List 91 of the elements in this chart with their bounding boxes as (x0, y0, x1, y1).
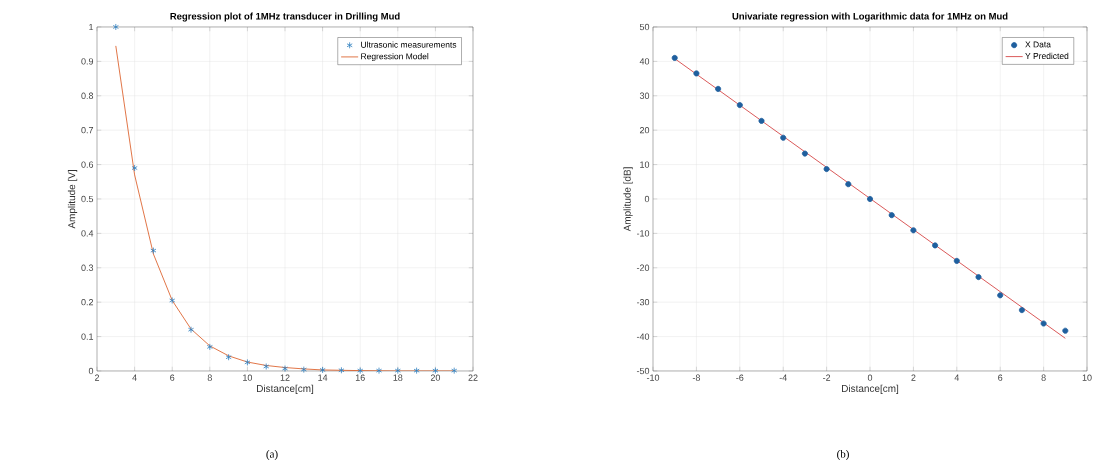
y-tick-label: 0.9 (81, 58, 94, 65)
y-tick-label: -50 (636, 367, 650, 375)
text: (b) (837, 450, 849, 460)
legend-label: Regression Model (361, 53, 429, 61)
y-tick-label: 20 (639, 127, 650, 134)
point (693, 70, 700, 77)
y-tick-label: 1 (89, 23, 94, 31)
point (1018, 307, 1025, 314)
y-tick-label: 0.2 (81, 299, 94, 306)
x-tick-label: 18 (393, 374, 403, 381)
point (263, 363, 270, 370)
x-tick-label: -4 (779, 374, 787, 381)
text: (a) (266, 450, 278, 460)
point (910, 227, 917, 234)
x-tick-label: 4 (954, 374, 960, 381)
point (975, 274, 982, 281)
point (932, 242, 939, 249)
x-tick-label: 8 (207, 374, 212, 381)
x-tick-label: 22 (468, 374, 478, 381)
y-axis-title: Amplitude [V] (67, 170, 78, 229)
point (1062, 327, 1069, 334)
y-tick-label: -40 (636, 333, 650, 340)
y-axis-title: Amplitude [dB] (623, 167, 633, 232)
point (150, 247, 157, 254)
y-tick-label: 0.8 (81, 92, 94, 99)
point (244, 358, 251, 366)
y-tick-label: 30 (639, 92, 650, 99)
y-tick-label: 0 (88, 367, 94, 375)
point (715, 85, 722, 92)
point (300, 366, 307, 374)
x-tick-label: -8 (692, 374, 700, 381)
point (1040, 320, 1047, 327)
y-tick-label: 50 (639, 23, 650, 31)
point (953, 257, 960, 264)
point (413, 367, 420, 375)
y-tick-label: 0.7 (81, 127, 94, 134)
x-tick-label: 6 (170, 374, 175, 381)
legend-label: X Data (1025, 41, 1051, 48)
x-tick-label: 16 (355, 374, 365, 381)
point (736, 102, 743, 109)
x-tick-label: 4 (132, 374, 137, 381)
x-tick-label: 10 (243, 374, 253, 381)
x-tick-label: -6 (736, 374, 744, 381)
y-tick-label: 10 (640, 161, 650, 168)
point (867, 195, 874, 202)
y-tick-label: 0.4 (81, 230, 94, 237)
x-axis-title: Distance[cm] (842, 384, 899, 394)
x-tick-label: 10 (1082, 374, 1092, 381)
point (188, 326, 195, 334)
point (338, 366, 345, 374)
x-tick-label: 6 (998, 374, 1003, 381)
point (801, 150, 808, 157)
point (671, 54, 678, 61)
chart-title: Regression plot of 1MHz transducer in Drilling Mud (170, 12, 400, 22)
point (225, 353, 232, 361)
y-tick-label: -10 (636, 230, 650, 237)
legend-label: Y Predicted (1025, 52, 1069, 60)
point (169, 297, 176, 304)
point (376, 367, 383, 375)
x-tick-label: 8 (1041, 374, 1046, 381)
point (888, 212, 895, 219)
x-tick-label: 2 (94, 374, 100, 381)
point (758, 117, 765, 124)
y-tick-label: 0.6 (81, 161, 94, 168)
x-tick-label: 12 (280, 374, 290, 381)
y-tick-label: -30 (636, 299, 650, 306)
y-tick-label: 40 (639, 58, 650, 65)
point (845, 181, 852, 188)
x-axis-title: Distance[cm] (257, 384, 314, 394)
chart-title: Univariate regression with Logarithmic data for 1MHz on Mud (732, 12, 1008, 22)
x-tick-label: -2 (823, 374, 831, 381)
x-tick-label: 20 (430, 374, 441, 381)
x-tick-label: 0 (867, 374, 873, 381)
point (131, 164, 138, 172)
point (282, 365, 289, 372)
y-tick-label: -20 (636, 264, 650, 271)
point (206, 343, 213, 351)
point (780, 134, 787, 141)
point (112, 23, 119, 31)
point (823, 166, 830, 173)
y-tick-label: 0 (644, 195, 650, 203)
legend-label: Ultrasonic measurements (361, 41, 457, 48)
y-tick-label: 0.5 (81, 195, 94, 203)
x-tick-label: 14 (318, 374, 328, 381)
y-tick-label: 0.1 (81, 333, 94, 340)
point (319, 366, 326, 374)
point (451, 367, 458, 375)
x-tick-label: 2 (911, 374, 916, 381)
x-tick-label: -10 (646, 374, 660, 381)
point (997, 292, 1004, 299)
y-tick-label: 0.3 (81, 264, 94, 271)
